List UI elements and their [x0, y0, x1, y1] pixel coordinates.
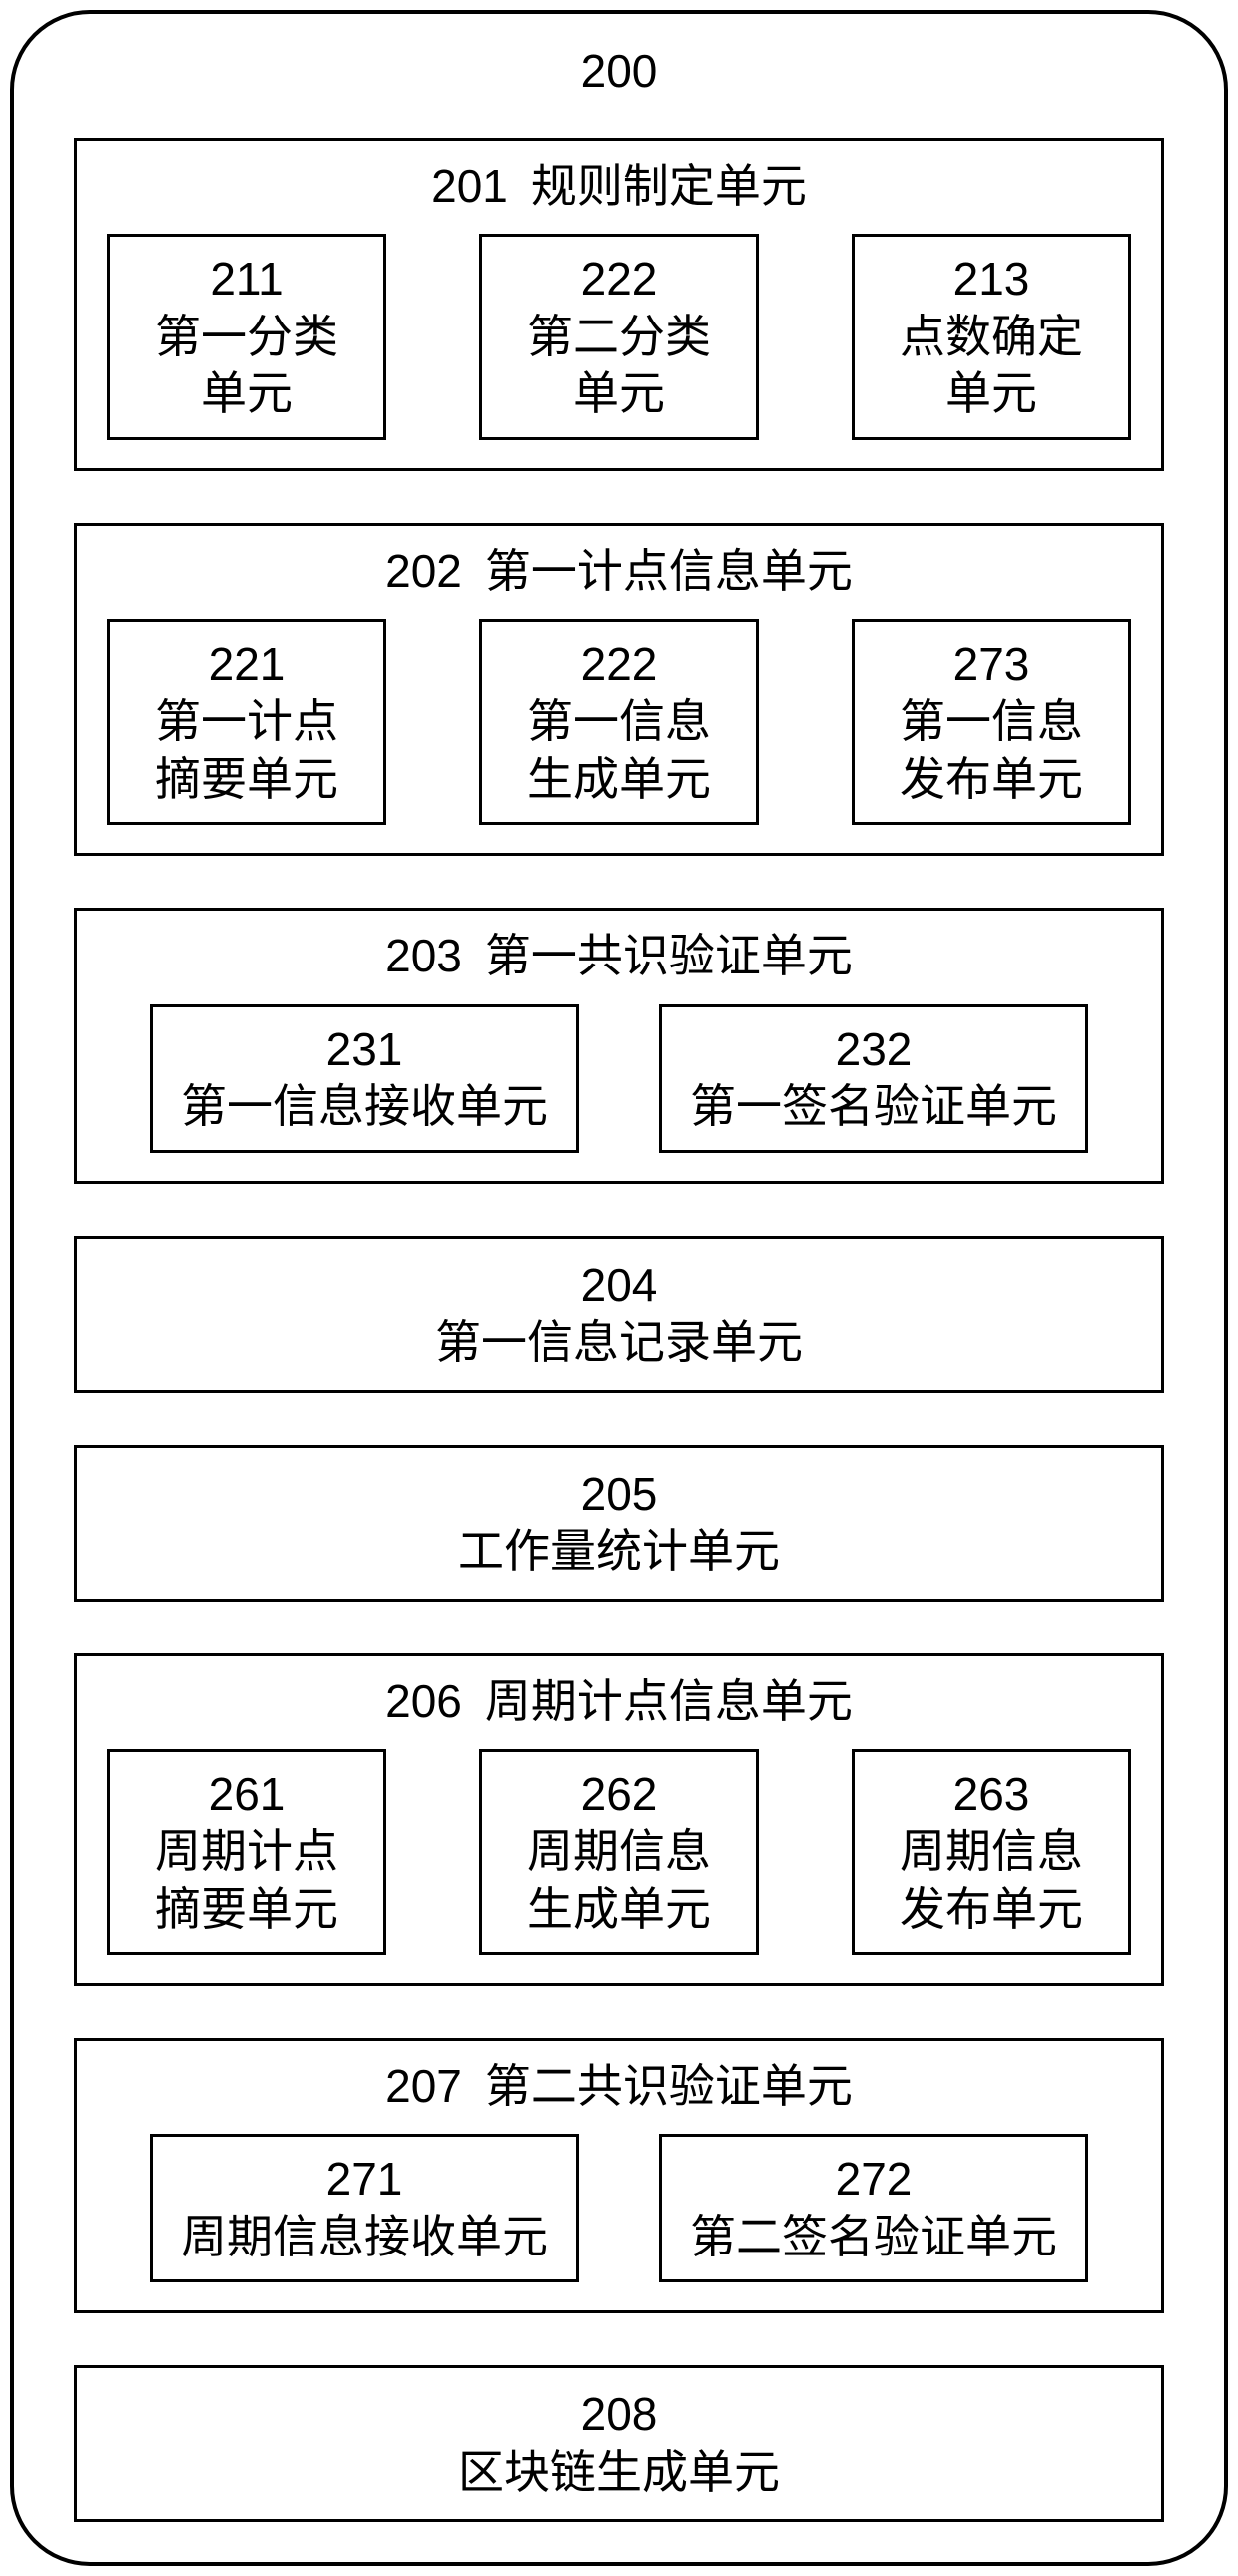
sub-row: 231 第一信息接收单元 232 第一签名验证单元: [107, 1004, 1131, 1153]
sub-line: 摘要单元: [128, 1881, 365, 1939]
sub-line: 第一计点: [128, 693, 365, 751]
sub-line: 发布单元: [873, 1881, 1110, 1939]
sub-line: 摘要单元: [128, 751, 365, 809]
sub-line: 第二签名验证单元: [680, 2209, 1067, 2266]
sub-id: 232: [680, 1021, 1067, 1079]
block-id: 202: [385, 545, 462, 597]
sub-unit-232: 232 第一签名验证单元: [659, 1004, 1088, 1153]
block-label: 第一计点信息单元: [485, 546, 853, 597]
sub-line: 点数确定: [873, 309, 1110, 366]
sub-unit-221: 221 第一计点 摘要单元: [107, 619, 386, 826]
sub-id: 231: [171, 1021, 558, 1079]
sub-unit-231: 231 第一信息接收单元: [150, 1004, 579, 1153]
sub-line: 单元: [873, 365, 1110, 423]
sub-unit-263: 263 周期信息 发布单元: [852, 1749, 1131, 1956]
block-label: 第一信息记录单元: [107, 1314, 1131, 1372]
block-id: 203: [385, 930, 462, 981]
device-frame: 200 201 规则制定单元 211 第一分类 单元 222 第二分类 单元 2…: [10, 10, 1228, 2566]
block-title: 202 第一计点信息单元: [107, 544, 1131, 599]
sub-unit-222b: 222 第一信息 生成单元: [479, 619, 759, 826]
block-title: 205 工作量统计单元: [107, 1466, 1131, 1581]
block-title: 204 第一信息记录单元: [107, 1257, 1131, 1372]
sub-row: 221 第一计点 摘要单元 222 第一信息 生成单元 273 第一信息 发布单…: [107, 619, 1131, 826]
block-label: 周期计点信息单元: [485, 1676, 853, 1727]
sub-unit-272: 272 第二签名验证单元: [659, 2134, 1088, 2282]
block-id: 205: [107, 1466, 1131, 1524]
sub-line: 生成单元: [500, 751, 738, 809]
block-label: 第一共识验证单元: [485, 931, 853, 981]
sub-id: 261: [128, 1766, 365, 1824]
sub-line: 第一信息接收单元: [171, 1078, 558, 1136]
block-label: 规则制定单元: [531, 161, 807, 212]
sub-line: 周期信息: [873, 1823, 1110, 1881]
sub-row: 271 周期信息接收单元 272 第二签名验证单元: [107, 2134, 1131, 2282]
sub-id: 263: [873, 1766, 1110, 1824]
block-208: 208 区块链生成单元: [74, 2365, 1164, 2522]
block-206: 206 周期计点信息单元 261 周期计点 摘要单元 262 周期信息 生成单元…: [74, 1653, 1164, 1987]
sub-id: 273: [873, 636, 1110, 694]
sub-unit-211: 211 第一分类 单元: [107, 234, 386, 440]
block-label: 区块链生成单元: [107, 2444, 1131, 2502]
sub-line: 发布单元: [873, 751, 1110, 809]
sub-id: 222: [500, 251, 738, 309]
sub-line: 第一签名验证单元: [680, 1078, 1067, 1136]
block-id: 204: [107, 1257, 1131, 1315]
sub-unit-261: 261 周期计点 摘要单元: [107, 1749, 386, 1956]
sub-id: 222: [500, 636, 738, 694]
sub-line: 周期信息接收单元: [171, 2209, 558, 2266]
sub-unit-213: 213 点数确定 单元: [852, 234, 1131, 440]
sub-id: 221: [128, 636, 365, 694]
sub-line: 第一信息: [873, 693, 1110, 751]
sub-id: 271: [171, 2151, 558, 2209]
block-204: 204 第一信息记录单元: [74, 1236, 1164, 1393]
block-label: 工作量统计单元: [107, 1523, 1131, 1581]
sub-unit-273: 273 第一信息 发布单元: [852, 619, 1131, 826]
block-title: 206 周期计点信息单元: [107, 1674, 1131, 1729]
sub-line: 第一信息: [500, 693, 738, 751]
sub-unit-262: 262 周期信息 生成单元: [479, 1749, 759, 1956]
sub-unit-271: 271 周期信息接收单元: [150, 2134, 579, 2282]
sub-id: 213: [873, 251, 1110, 309]
block-title: 208 区块链生成单元: [107, 2386, 1131, 2501]
block-title: 203 第一共识验证单元: [107, 929, 1131, 983]
sub-unit-222a: 222 第二分类 单元: [479, 234, 759, 440]
sub-id: 211: [128, 251, 365, 309]
block-203: 203 第一共识验证单元 231 第一信息接收单元 232 第一签名验证单元: [74, 908, 1164, 1183]
block-id: 201: [431, 160, 508, 212]
sub-row: 211 第一分类 单元 222 第二分类 单元 213 点数确定 单元: [107, 234, 1131, 440]
sub-line: 第二分类: [500, 309, 738, 366]
block-title: 201 规则制定单元: [107, 159, 1131, 214]
sub-id: 262: [500, 1766, 738, 1824]
sub-line: 单元: [128, 365, 365, 423]
block-201: 201 规则制定单元 211 第一分类 单元 222 第二分类 单元 213 点…: [74, 138, 1164, 471]
sub-line: 周期计点: [128, 1823, 365, 1881]
block-202: 202 第一计点信息单元 221 第一计点 摘要单元 222 第一信息 生成单元…: [74, 523, 1164, 857]
sub-row: 261 周期计点 摘要单元 262 周期信息 生成单元 263 周期信息 发布单…: [107, 1749, 1131, 1956]
sub-id: 272: [680, 2151, 1067, 2209]
sub-line: 单元: [500, 365, 738, 423]
block-id: 206: [385, 1675, 462, 1727]
diagram-top-label: 200: [74, 44, 1164, 98]
block-label: 第二共识验证单元: [485, 2061, 853, 2112]
block-id: 207: [385, 2060, 462, 2112]
sub-line: 周期信息: [500, 1823, 738, 1881]
block-title: 207 第二共识验证单元: [107, 2059, 1131, 2114]
sub-line: 生成单元: [500, 1881, 738, 1939]
sub-line: 第一分类: [128, 309, 365, 366]
block-id: 208: [107, 2386, 1131, 2444]
block-207: 207 第二共识验证单元 271 周期信息接收单元 272 第二签名验证单元: [74, 2038, 1164, 2313]
block-205: 205 工作量统计单元: [74, 1445, 1164, 1602]
